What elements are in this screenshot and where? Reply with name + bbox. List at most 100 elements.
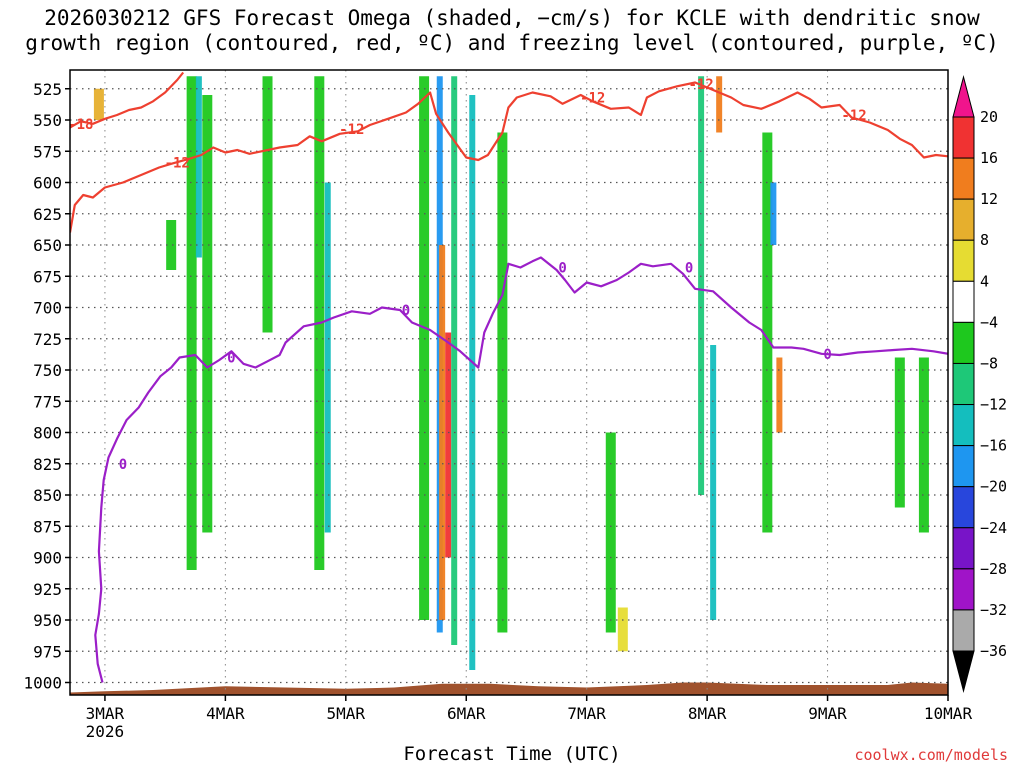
x-tick-label: 8MAR (688, 704, 727, 723)
y-tick-label: 875 (33, 517, 62, 536)
dgz-minus12-label: -12 (688, 77, 713, 93)
colorbar-bottom-arrow (952, 650, 975, 693)
colorbar-swatch (952, 321, 975, 364)
y-tick-label: 825 (33, 455, 62, 474)
colorbar-label: −16 (980, 437, 1007, 455)
freezing-level-label: 0 (685, 261, 693, 277)
omega-band (762, 132, 773, 533)
colorbar-label: −12 (980, 396, 1007, 414)
omega-band (716, 76, 723, 133)
dgz-minus12-label: -12 (339, 122, 364, 138)
y-tick-label: 950 (33, 611, 62, 630)
chart-title-line1: 2026030212 GFS Forecast Omega (shaded, −… (44, 6, 980, 30)
colorbar-swatch (952, 486, 975, 529)
colorbar-label: −4 (980, 313, 998, 331)
omega-band (469, 95, 476, 670)
y-tick-label: 900 (33, 549, 62, 568)
dgz-minus12-label: -12 (841, 108, 866, 124)
dgz-minus18-contour (70, 71, 185, 129)
omega-band (93, 88, 104, 120)
colorbar-label: 8 (980, 231, 989, 249)
colorbar-label: −20 (980, 478, 1007, 496)
y-tick-label: 650 (33, 236, 62, 255)
colorbar-swatch (952, 239, 975, 282)
y-tick-label: 550 (33, 111, 62, 130)
freezing-level-label: 0 (402, 303, 410, 319)
freezing-level-label: 0 (119, 457, 127, 473)
dgz-minus12-contour (70, 81, 948, 233)
colorbar-swatch (952, 157, 975, 200)
omega-band (497, 132, 508, 633)
dgz-minus12-label: -12 (165, 156, 190, 172)
colorbar-swatch (952, 445, 975, 488)
y-tick-label: 700 (33, 299, 62, 318)
x-tick-label: 4MAR (206, 704, 245, 723)
y-tick-label: 1000 (23, 674, 62, 693)
y-tick-label: 625 (33, 205, 62, 224)
x-tick-label: 10MAR (924, 704, 973, 723)
omega-band (698, 76, 705, 495)
y-tick-label: 850 (33, 486, 62, 505)
colorbar-top-arrow (952, 75, 975, 118)
omega-band (776, 357, 783, 433)
colorbar-swatch (952, 404, 975, 447)
y-tick-label: 775 (33, 392, 62, 411)
dgz-minus18-label: -18 (68, 117, 93, 133)
y-tick-label: 975 (33, 642, 62, 661)
x-tick-label: 9MAR (808, 704, 847, 723)
colorbar-swatch (952, 280, 975, 323)
colorbar-swatch (952, 116, 975, 159)
x-tick-label: 3MAR (86, 704, 125, 723)
y-tick-label: 675 (33, 267, 62, 286)
freezing-level-contour (94, 256, 948, 683)
colorbar-label: 20 (980, 108, 998, 126)
plot-area (70, 70, 948, 695)
omega-band (202, 95, 213, 533)
plot-frame (69, 69, 949, 696)
y-tick-label: 750 (33, 361, 62, 380)
x-tick-sublabel: 2026 (86, 722, 125, 741)
omega-band (324, 182, 331, 533)
omega-band (605, 432, 616, 633)
colorbar-label: −8 (980, 354, 998, 372)
colorbar-label: −36 (980, 642, 1007, 660)
freezing-level-label: 0 (823, 347, 831, 363)
omega-band (195, 76, 202, 258)
colorbar-swatch (952, 198, 975, 241)
colorbar-label: 4 (980, 272, 989, 290)
colorbar: 20 16 12 8 4 −4 −8 −12 −16 −20 −24 −28 −32 −36 (952, 75, 1007, 693)
plot-background (70, 70, 948, 695)
omega-band (262, 76, 273, 333)
freezing-level-label: 0 (227, 351, 235, 367)
omega-band (445, 332, 452, 558)
omega-band (451, 76, 458, 645)
freezing-level-label: 0 (558, 261, 566, 277)
surface-terrain (70, 682, 948, 695)
colorbar-swatch (952, 568, 975, 611)
omega-band (166, 220, 177, 270)
colorbar-swatch (952, 609, 975, 652)
omega-band (186, 76, 197, 570)
dgz-minus12-label: -12 (580, 91, 605, 107)
omega-band (710, 345, 717, 620)
colorbar-swatch (952, 362, 975, 406)
colorbar-swatch (952, 527, 975, 570)
y-tick-label: 525 (33, 80, 62, 99)
colorbar-label: −24 (980, 519, 1007, 537)
x-tick-label: 6MAR (447, 704, 486, 723)
colorbar-label: −28 (980, 560, 1007, 578)
y-tick-label: 725 (33, 330, 62, 349)
omega-band (894, 357, 905, 508)
y-tick-label: 575 (33, 142, 62, 161)
y-tick-label: 925 (33, 580, 62, 599)
omega-band (617, 607, 628, 652)
y-tick-label: 800 (33, 424, 62, 443)
chart-title: 2026030212 GFS Forecast Omega (shaded, −… (0, 6, 1024, 56)
chart-title-line2: growth region (contoured, red, ºC) and f… (25, 31, 999, 55)
colorbar-label: 12 (980, 190, 998, 208)
x-tick-label: 5MAR (327, 704, 366, 723)
x-tick-label: 7MAR (567, 704, 606, 723)
omega-band (918, 357, 929, 533)
credit-link[interactable]: coolwx.com/models (854, 746, 1008, 764)
